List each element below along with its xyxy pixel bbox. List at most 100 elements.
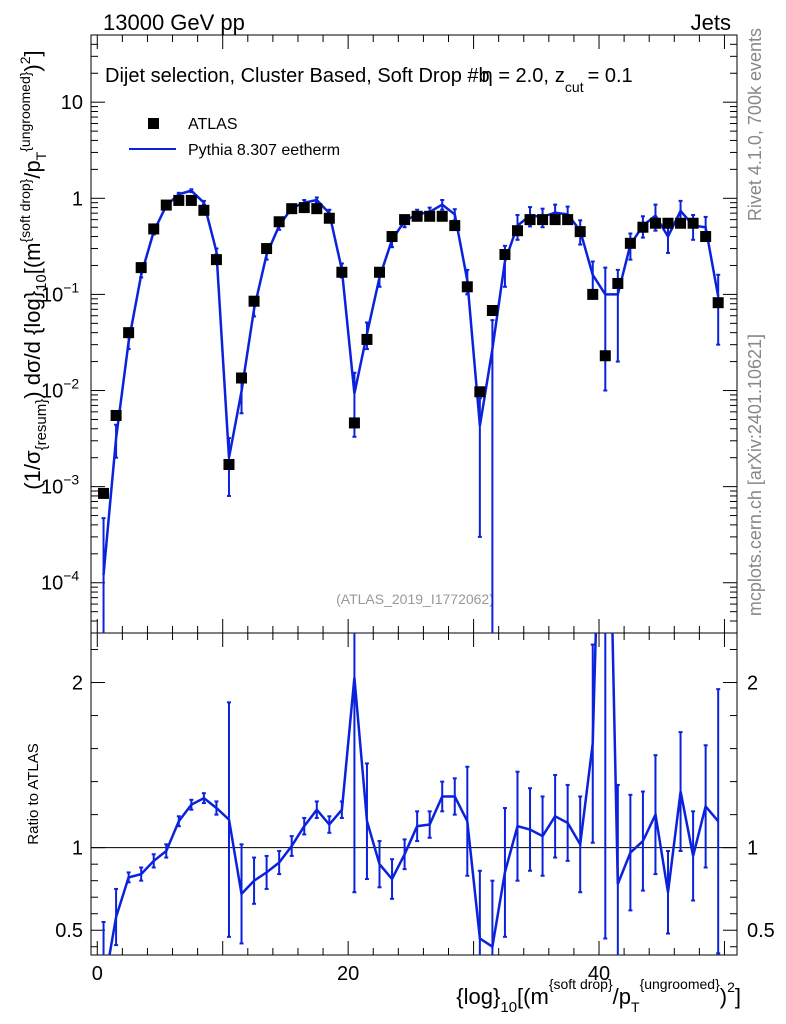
ratio-xtick-label: 20	[337, 963, 359, 985]
atlas-data-point	[537, 214, 549, 226]
atlas-data-point	[687, 217, 699, 229]
main-y-axis-label: (1/σ{resum}) dσ/d {log}10[(m{soft drop}/…	[17, 50, 50, 489]
main-data-marks	[98, 188, 724, 633]
atlas-data-point	[449, 220, 461, 232]
analysis-watermark: (ATLAS_2019_I1772062)	[336, 591, 494, 607]
atlas-data-point	[486, 305, 498, 317]
atlas-data-point	[273, 216, 285, 228]
x-axis-label: {log}10[(m{soft drop}/pT{ungroomed})2]	[456, 976, 741, 1016]
ylabel-sub-d: T	[33, 151, 49, 160]
main-ytick-exponent: −3	[63, 472, 79, 488]
atlas-data-point	[286, 203, 298, 215]
atlas-data-point	[675, 217, 687, 229]
atlas-data-point	[662, 217, 674, 229]
atlas-data-point	[436, 210, 448, 222]
atlas-data-point	[261, 243, 273, 255]
ratio-series-line	[108, 633, 720, 955]
atlas-data-point	[637, 221, 649, 233]
main-ytick-label: 10−4	[41, 568, 79, 595]
atlas-data-point	[587, 288, 599, 300]
ratio-ytick-label-left: 1	[72, 838, 83, 860]
ylabel-sup-d: {ungroomed}	[17, 71, 33, 152]
main-ytick-exponent: −4	[63, 568, 79, 584]
mcplots-reference-label: mcplots.cern.ch [arXiv:2401.10621]	[745, 334, 765, 616]
ratio-xtick-label: 0	[92, 963, 103, 985]
xlabel-part-a: {log}	[456, 984, 500, 1009]
ratio-data-marks	[101, 633, 721, 955]
ratio-ytick-label-right: 0.5	[747, 920, 775, 942]
atlas-data-point	[424, 210, 436, 222]
atlas-data-point	[135, 262, 147, 274]
atlas-data-point	[110, 409, 122, 421]
ratio-ytick-label-left: 0.5	[55, 920, 83, 942]
title-z-value: = 0.1	[588, 65, 633, 87]
atlas-data-point	[386, 231, 398, 243]
header-energy: 13000 GeV pp	[103, 10, 245, 35]
atlas-data-point	[336, 266, 348, 278]
atlas-data-point	[399, 214, 411, 226]
main-ytick-mantissa: 10	[41, 573, 63, 595]
ylabel-part-d: /p	[20, 160, 45, 178]
atlas-data-point	[210, 254, 222, 266]
atlas-data-point	[198, 204, 210, 216]
atlas-data-point	[461, 281, 473, 293]
atlas-data-point	[499, 249, 511, 261]
xlabel-sup-c: {ungroomed}	[640, 976, 721, 992]
main-ytick-label: 10−3	[41, 472, 79, 499]
ylabel-part-c: [(m	[20, 243, 45, 275]
title-z-subscript: cut	[565, 79, 584, 95]
atlas-data-point	[562, 214, 574, 226]
atlas-data-point	[123, 327, 135, 339]
ylabel-sub-b: 10	[33, 274, 50, 291]
header-process: Jets	[691, 10, 731, 35]
legend-label-pythia: Pythia 8.307 eetherm	[188, 142, 340, 159]
title-eta: η = 2.0,	[482, 65, 549, 87]
atlas-data-point	[511, 225, 523, 237]
ylabel-sub-a: {resum}	[33, 399, 50, 451]
atlas-data-point	[348, 417, 360, 429]
atlas-data-point	[712, 297, 724, 309]
plot-title: Dijet selection, Cluster Based, Soft Dro…	[105, 65, 633, 95]
main-ytick-mantissa: 10	[41, 284, 63, 306]
ratio-ytick-label-left: 2	[72, 673, 83, 695]
title-text: Dijet selection, Cluster Based, Soft Dro…	[105, 65, 490, 87]
main-ytick-mantissa: 10	[41, 381, 63, 403]
atlas-data-point	[298, 202, 310, 214]
main-ytick-label: 10−2	[41, 376, 79, 403]
ylabel-sup-c: {soft drop}	[17, 178, 33, 242]
atlas-data-point	[624, 237, 636, 249]
atlas-data-point	[236, 372, 248, 384]
ratio-axis-ticks: 2 2 1 1 0.5 0.5 0 20 40	[55, 633, 775, 985]
xlabel-part-c: /p	[613, 984, 631, 1009]
atlas-data-point	[524, 214, 536, 226]
legend-marker-atlas	[148, 118, 159, 129]
ratio-ytick-label-right: 1	[747, 838, 758, 860]
main-ytick-exponent: −2	[63, 376, 79, 392]
atlas-data-point	[599, 350, 611, 362]
ylabel-part-b: ) dσ/d {log}	[20, 291, 45, 399]
xlabel-part-b: [(m	[517, 984, 549, 1009]
main-ytick-label: 1	[72, 188, 83, 210]
ratio-y-axis-label: Ratio to ATLAS	[25, 743, 42, 844]
title-z: z	[555, 65, 565, 87]
atlas-data-point	[612, 277, 624, 289]
ylabel-part-a: (1/σ	[20, 450, 45, 490]
atlas-data-point	[173, 194, 185, 206]
main-ytick-mantissa: 10	[41, 477, 63, 499]
ratio-ytick-label-right: 2	[747, 673, 758, 695]
atlas-data-point	[361, 333, 373, 345]
ratio-plot-frame	[90, 632, 738, 956]
xlabel-sub-a: 10	[500, 999, 517, 1016]
atlas-data-point	[248, 295, 260, 307]
ylabel-part-e: )	[20, 64, 45, 71]
atlas-data-point	[474, 386, 486, 398]
xlabel-part-d: )	[720, 984, 727, 1009]
atlas-data-point	[549, 214, 561, 226]
rivet-version-label: Rivet 4.1.0, 700k events	[745, 28, 765, 221]
atlas-data-point	[185, 194, 197, 206]
atlas-data-point	[649, 217, 661, 229]
legend-label-atlas: ATLAS	[188, 116, 238, 133]
atlas-data-point	[411, 210, 423, 222]
main-ytick-mantissa: 10	[61, 92, 83, 114]
